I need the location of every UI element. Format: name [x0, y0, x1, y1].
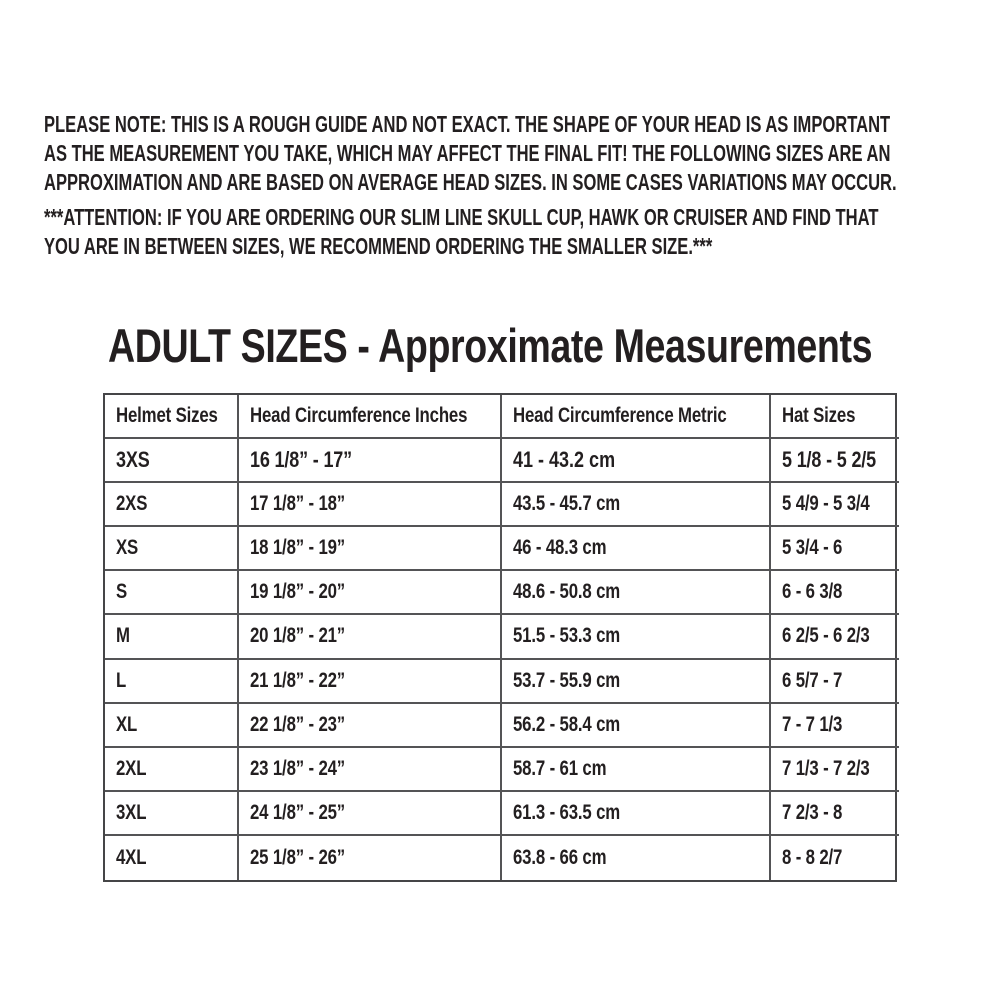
hat-value: 5 1/8 - 5 2/5: [782, 447, 876, 473]
table-cell-metric: 63.8 - 66 cm: [502, 835, 771, 880]
table-cell-metric: 41 - 43.2 cm: [502, 439, 771, 484]
table-cell-hat: 6 2/5 - 6 2/3: [771, 615, 900, 660]
table-cell-metric: 43.5 - 45.7 cm: [502, 483, 771, 528]
hat-value: 7 2/3 - 8: [782, 800, 843, 824]
metric-value: 61.3 - 63.5 cm: [513, 800, 621, 824]
column-header-circumference-inches: Head Circumference Inches: [239, 395, 502, 440]
inches-value: 20 1/8” - 21”: [250, 624, 346, 648]
table-cell-hat: 7 1/3 - 7 2/3: [771, 748, 900, 792]
table-cell-inches: 22 1/8” - 23”: [239, 703, 502, 748]
table-cell-inches: 16 1/8” - 17”: [239, 439, 502, 484]
column-header-label: Head Circumference Metric: [513, 404, 727, 428]
hat-value: 7 1/3 - 7 2/3: [782, 756, 870, 780]
table-cell-inches: 24 1/8” - 25”: [239, 791, 502, 836]
size-value: 3XL: [116, 800, 147, 824]
metric-value: 51.5 - 53.3 cm: [513, 624, 621, 648]
table-cell-size: 3XL: [105, 791, 239, 836]
table-cell-metric: 51.5 - 53.3 cm: [502, 615, 771, 660]
table-cell-hat: 5 1/8 - 5 2/5: [771, 439, 900, 484]
column-header-label: Head Circumference Inches: [250, 404, 468, 428]
table-cell-hat: 8 - 8 2/7: [771, 836, 899, 880]
metric-value: 43.5 - 45.7 cm: [513, 492, 621, 516]
inches-value: 22 1/8” - 23”: [250, 712, 346, 736]
size-value: 4XL: [116, 845, 147, 869]
table-cell-size: S: [105, 571, 239, 616]
metric-value: 56.2 - 58.4 cm: [513, 712, 621, 736]
attention-line-2: YOU ARE IN BETWEEN SIZES, WE RECOMMEND O…: [44, 233, 713, 259]
table-cell-inches: 17 1/8” - 18”: [239, 483, 502, 528]
metric-value: 53.7 - 55.9 cm: [513, 668, 621, 692]
table-cell-size: 2XL: [105, 747, 239, 792]
hat-value: 6 - 6 3/8: [782, 580, 843, 604]
column-header-helmet-sizes: Helmet Sizes: [105, 395, 239, 440]
hat-value: 6 5/7 - 7: [782, 668, 843, 692]
please-note-paragraph: PLEASE NOTE: THIS IS A ROUGH GUIDE AND N…: [44, 110, 897, 197]
table-cell-size: L: [105, 659, 239, 704]
size-value: 2XS: [116, 492, 148, 516]
size-value: S: [116, 580, 128, 604]
table-cell-inches: 18 1/8” - 19”: [239, 527, 502, 572]
table-cell-size: 4XL: [105, 835, 239, 880]
inches-value: 21 1/8” - 22”: [250, 668, 346, 692]
metric-value: 63.8 - 66 cm: [513, 845, 607, 869]
table-cell-metric: 48.6 - 50.8 cm: [502, 571, 771, 616]
table-cell-size: XS: [105, 527, 239, 572]
inches-value: 16 1/8” - 17”: [250, 447, 352, 473]
table-cell-size: 2XS: [105, 483, 239, 528]
table-cell-inches: 23 1/8” - 24”: [239, 747, 502, 792]
column-header-hat-sizes: Hat Sizes: [771, 395, 900, 440]
attention-paragraph: ***ATTENTION: IF YOU ARE ORDERING OUR SL…: [44, 203, 878, 261]
table-cell-metric: 61.3 - 63.5 cm: [502, 791, 771, 836]
metric-value: 58.7 - 61 cm: [513, 756, 607, 780]
hat-value: 5 3/4 - 6: [782, 536, 843, 560]
table-cell-inches: 20 1/8” - 21”: [239, 615, 502, 660]
size-value: XS: [116, 536, 139, 560]
table-cell-hat: 5 4/9 - 5 3/4: [771, 483, 900, 528]
table-cell-hat: 7 - 7 1/3: [771, 704, 900, 748]
size-value: M: [116, 624, 130, 648]
size-value: 2XL: [116, 756, 147, 780]
table-cell-hat: 6 - 6 3/8: [771, 571, 900, 616]
size-value: L: [116, 668, 127, 692]
column-header-circumference-metric: Head Circumference Metric: [502, 395, 771, 440]
inches-value: 18 1/8” - 19”: [250, 536, 346, 560]
column-header-label: Hat Sizes: [782, 404, 856, 428]
table-cell-metric: 46 - 48.3 cm: [502, 527, 771, 572]
column-header-label: Helmet Sizes: [116, 404, 218, 428]
hat-value: 7 - 7 1/3: [782, 712, 843, 736]
attention-line-1: ***ATTENTION: IF YOU ARE ORDERING OUR SL…: [44, 204, 879, 230]
inches-value: 24 1/8” - 25”: [250, 800, 346, 824]
note-line-1: PLEASE NOTE: THIS IS A ROUGH GUIDE AND N…: [44, 111, 891, 137]
table-cell-metric: 53.7 - 55.9 cm: [502, 659, 771, 704]
table-cell-size: 3XS: [105, 439, 239, 484]
table-cell-hat: 6 5/7 - 7: [771, 660, 900, 704]
metric-value: 41 - 43.2 cm: [513, 447, 616, 473]
size-value: 3XS: [116, 447, 150, 473]
note-line-3: APPROXIMATION AND ARE BASED ON AVERAGE H…: [44, 169, 897, 195]
table-cell-hat: 7 2/3 - 8: [771, 792, 900, 836]
table-cell-inches: 19 1/8” - 20”: [239, 571, 502, 616]
inches-value: 23 1/8” - 24”: [250, 756, 346, 780]
table-cell-metric: 56.2 - 58.4 cm: [502, 703, 771, 748]
note-line-2: AS THE MEASUREMENT YOU TAKE, WHICH MAY A…: [44, 140, 891, 166]
adult-sizes-table: Helmet Sizes Head Circumference Inches H…: [103, 393, 900, 882]
table-cell-inches: 25 1/8” - 26”: [239, 835, 502, 880]
size-value: XL: [116, 712, 138, 736]
inches-value: 19 1/8” - 20”: [250, 580, 346, 604]
hat-value: 8 - 8 2/7: [782, 845, 843, 869]
table-cell-inches: 21 1/8” - 22”: [239, 659, 502, 704]
hat-value: 5 4/9 - 5 3/4: [782, 492, 870, 516]
metric-value: 48.6 - 50.8 cm: [513, 580, 621, 604]
table-cell-size: M: [105, 615, 239, 660]
hat-value: 6 2/5 - 6 2/3: [782, 624, 870, 648]
table-cell-hat: 5 3/4 - 6: [771, 527, 900, 572]
inches-value: 17 1/8” - 18”: [250, 492, 346, 516]
inches-value: 25 1/8” - 26”: [250, 845, 346, 869]
metric-value: 46 - 48.3 cm: [513, 536, 607, 560]
table-cell-metric: 58.7 - 61 cm: [502, 747, 771, 792]
page-title: ADULT SIZES - Approximate Measurements: [108, 319, 873, 372]
table-cell-size: XL: [105, 703, 239, 748]
